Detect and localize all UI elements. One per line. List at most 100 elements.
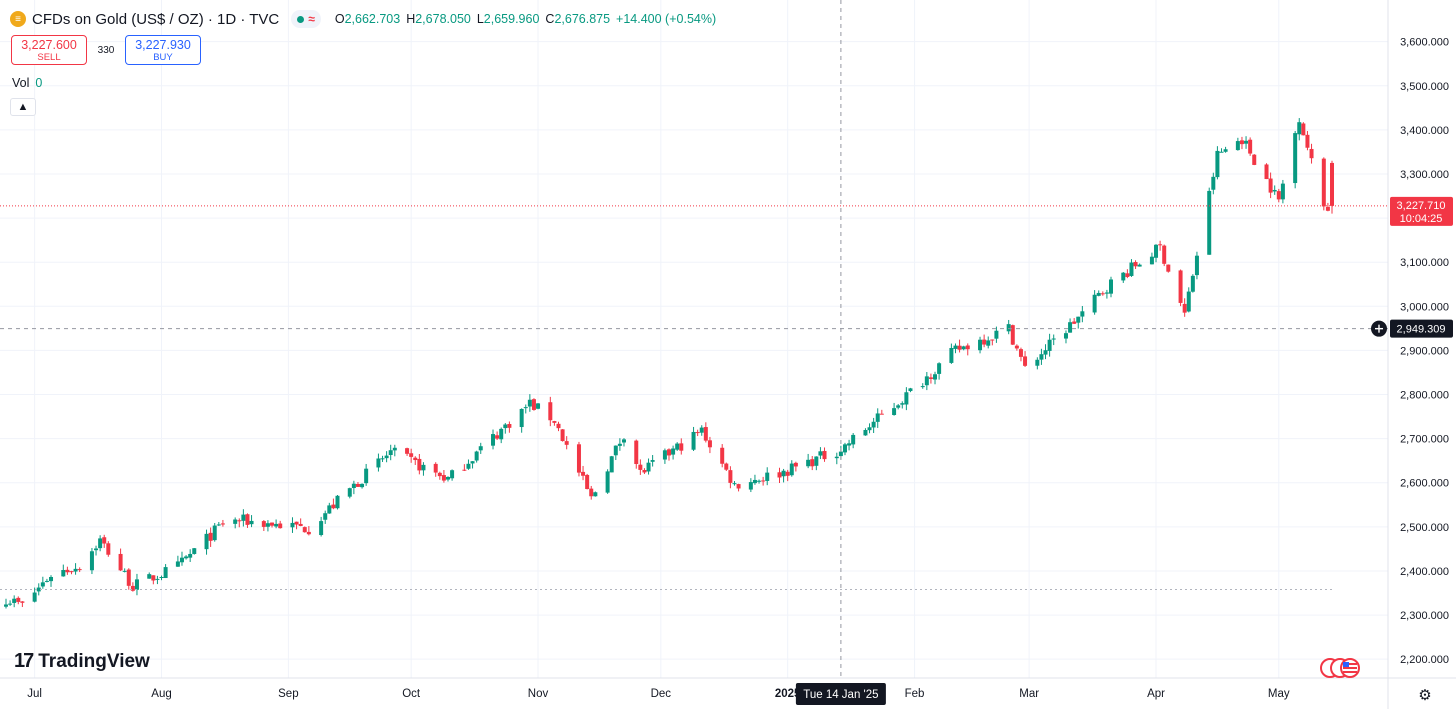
candle-body xyxy=(1321,158,1326,207)
candle-body xyxy=(151,575,156,581)
candle-body xyxy=(1039,354,1044,360)
y-tick-label: 2,300.000 xyxy=(1400,610,1449,622)
candle-body xyxy=(593,492,598,497)
candle-body xyxy=(327,505,332,514)
candle-body xyxy=(818,451,823,456)
candle-body xyxy=(679,443,684,451)
candle-body xyxy=(986,340,991,346)
candle-body xyxy=(748,482,753,490)
candle-body xyxy=(208,532,213,541)
candle-body xyxy=(65,569,70,573)
gold-bars-icon[interactable]: ≡ xyxy=(10,11,26,27)
candle-body xyxy=(392,447,397,451)
x-tick-label: Apr xyxy=(1147,688,1165,700)
candle-body xyxy=(1305,134,1310,148)
candle-body xyxy=(155,578,160,580)
candle-body xyxy=(892,408,897,415)
candle-body xyxy=(609,456,614,473)
candle-body xyxy=(978,339,983,351)
candle-body xyxy=(278,523,283,529)
y-tick-label: 3,300.000 xyxy=(1400,169,1449,181)
y-tick-label: 2,200.000 xyxy=(1400,654,1449,666)
candle-body xyxy=(961,346,966,350)
candle-body xyxy=(298,523,303,526)
candle-body xyxy=(130,585,135,591)
candle-body xyxy=(965,345,970,350)
candle-body xyxy=(896,405,901,408)
candle-body xyxy=(1297,122,1302,135)
us-flag-icon[interactable] xyxy=(1319,658,1361,678)
candle-body xyxy=(1186,291,1191,312)
candle-body xyxy=(617,443,622,446)
buy-button[interactable]: 3,227.930 BUY xyxy=(125,35,201,65)
candle-body xyxy=(216,524,221,526)
collapse-legend-button[interactable]: ▲ xyxy=(10,98,36,116)
candle-body xyxy=(695,432,700,434)
candle-body xyxy=(851,434,856,445)
candle-body xyxy=(1268,178,1273,193)
tradingview-logo[interactable]: 17 TradingView xyxy=(14,650,150,673)
candle-body xyxy=(1215,150,1220,178)
candle-body xyxy=(838,451,843,457)
candle-body xyxy=(752,479,757,484)
candle-body xyxy=(192,548,197,554)
candle-body xyxy=(1043,350,1048,355)
candle-body xyxy=(523,407,528,409)
candle-body xyxy=(188,553,193,558)
sell-button[interactable]: 3,227.600 SELL xyxy=(11,35,87,65)
candle-body xyxy=(1096,292,1101,296)
candle-body xyxy=(605,471,610,493)
candle-body xyxy=(1158,244,1163,246)
crosshair-price-label: 2,949.309 xyxy=(1397,324,1446,336)
candle-body xyxy=(781,470,786,477)
candle-body xyxy=(376,458,381,468)
y-tick-label: 2,700.000 xyxy=(1400,434,1449,446)
candle-body xyxy=(1100,293,1105,295)
last-price-badge xyxy=(1390,196,1453,226)
candle-body xyxy=(421,464,426,471)
candle-body xyxy=(249,520,254,525)
candle-body xyxy=(499,428,504,440)
volume-label: Vol xyxy=(12,76,30,90)
candle-body xyxy=(237,520,242,522)
candle-body xyxy=(1190,275,1195,292)
candle-body xyxy=(806,459,811,467)
candle-body xyxy=(1149,256,1154,265)
candle-body xyxy=(98,538,103,549)
candle-body xyxy=(319,521,324,536)
candle-body xyxy=(1023,356,1028,366)
y-tick-label: 3,400.000 xyxy=(1400,125,1449,137)
y-tick-label: 3,600.000 xyxy=(1400,37,1449,49)
candle-body xyxy=(241,514,246,521)
candle-body xyxy=(179,557,184,563)
high-value: 2,678.050 xyxy=(415,12,471,26)
candle-body xyxy=(44,580,49,582)
logo-text: TradingView xyxy=(38,650,150,672)
candle-body xyxy=(634,440,639,465)
candle-body xyxy=(409,453,414,457)
symbol-title[interactable]: CFDs on Gold (US$ / OZ) · 1D · TVC xyxy=(32,10,280,28)
candle-body xyxy=(32,592,37,602)
candle-body xyxy=(793,462,798,467)
candle-body xyxy=(1309,148,1314,159)
gear-icon[interactable]: ⚙ xyxy=(1418,687,1432,704)
candle-body xyxy=(904,392,909,405)
candle-body xyxy=(650,460,655,462)
candle-body xyxy=(4,604,8,607)
candle-body xyxy=(728,470,733,483)
candle-body xyxy=(1047,339,1052,351)
candle-body xyxy=(8,603,13,605)
candle-body xyxy=(1006,324,1011,332)
candle-body xyxy=(691,431,696,450)
candle-body xyxy=(937,363,942,374)
candle-body xyxy=(638,464,643,470)
market-status[interactable]: ≈ xyxy=(291,10,321,28)
candle-body xyxy=(1076,316,1081,323)
candle-body xyxy=(761,480,766,482)
candle-body xyxy=(576,444,581,473)
x-tick-label: Nov xyxy=(528,688,549,700)
candle-body xyxy=(1219,151,1224,153)
candle-body xyxy=(134,579,139,590)
x-tick-label: May xyxy=(1268,688,1290,700)
